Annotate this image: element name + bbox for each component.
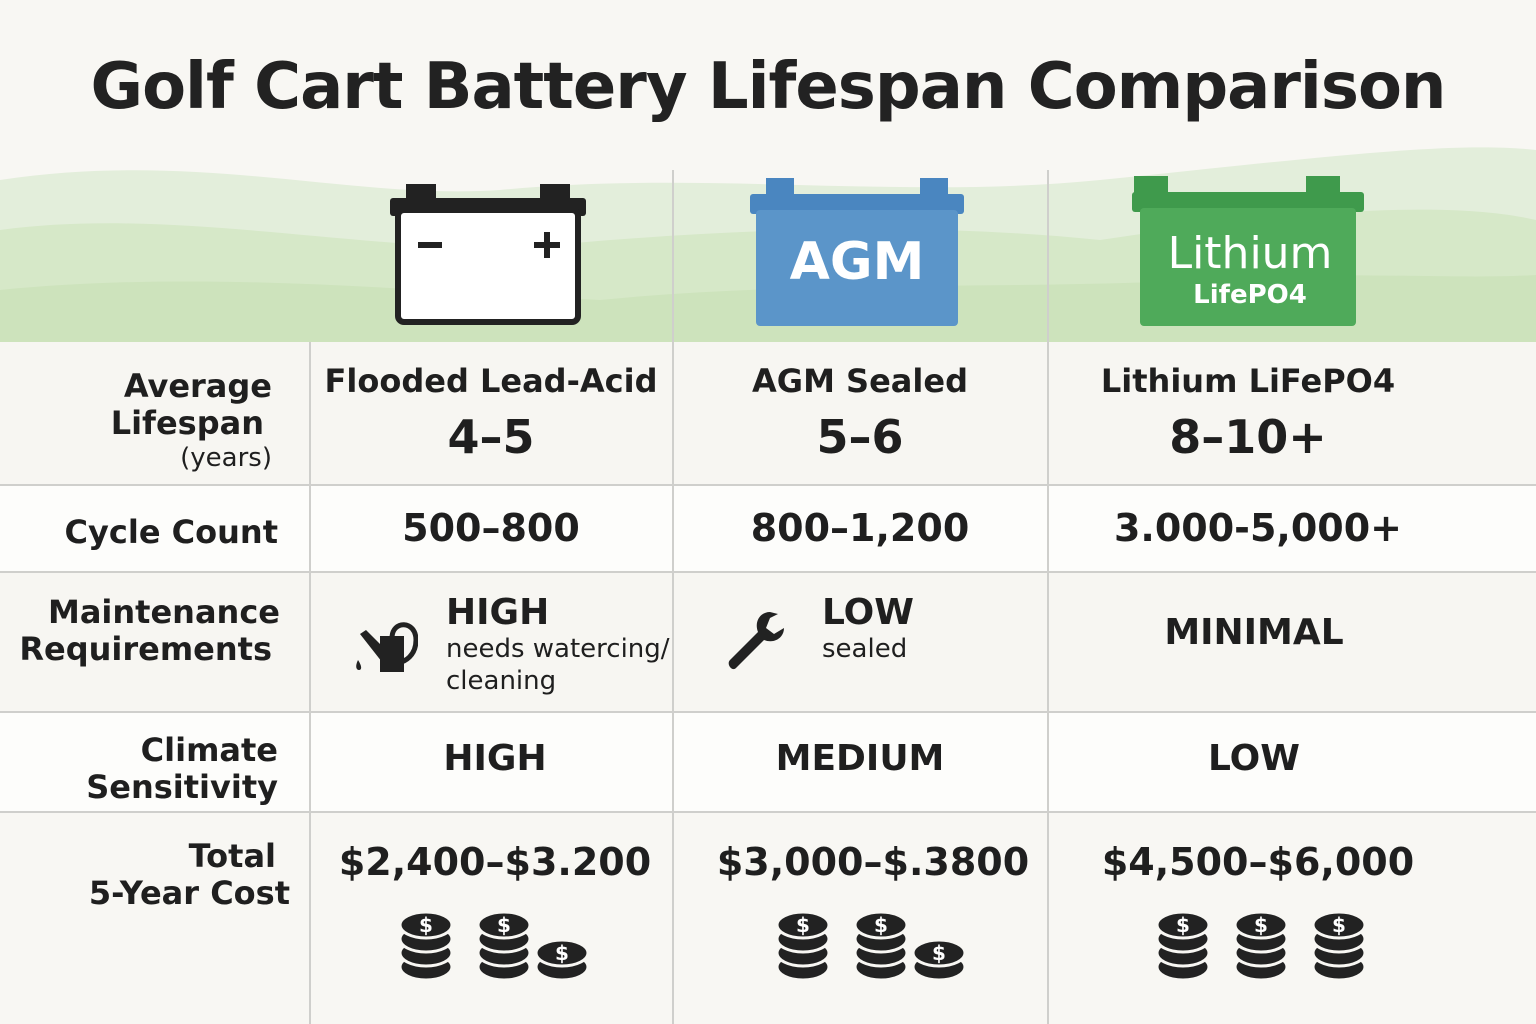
coin-stacks-icon: $ $ $ [775, 910, 967, 980]
maintenance-flooded: HIGH needs watercing/ cleaning [446, 592, 671, 697]
label-maintenance: Maintenance Requirements [0, 594, 280, 668]
divider [0, 811, 1536, 813]
cost-value: $3,000–$.3800 [716, 840, 1030, 884]
coin-stack: $ [1155, 910, 1211, 980]
coin-stack: $ [534, 938, 590, 980]
battery-name: Lithium LiFePO4 [1100, 362, 1396, 400]
label-line: 5-Year Cost [88, 874, 290, 912]
svg-text:$: $ [1332, 913, 1346, 937]
lithium-badge-sub: LifePO4 [1193, 280, 1307, 310]
column-lithium-lifespan: Lithium LiFePO4 8–10+ [1048, 362, 1448, 464]
battery-name: AGM Sealed [752, 362, 968, 400]
battery-name: Flooded Lead-Acid [324, 362, 658, 400]
label-line: Lifespan [110, 404, 264, 442]
lithium-battery-icon [1132, 176, 1364, 326]
label-line: Total [188, 837, 276, 875]
watering-can-icon [356, 622, 418, 672]
svg-text:$: $ [874, 913, 888, 937]
coin-stack: $ [1233, 910, 1289, 980]
svg-text:$: $ [796, 913, 810, 937]
label-line: (years) [180, 443, 272, 473]
label-lifespan: Average Lifespan (years) [0, 368, 272, 474]
row-climate [0, 712, 1536, 812]
column-flooded-lifespan: Flooded Lead-Acid 4–5 [310, 362, 672, 464]
cycle-value: 800–1,200 [750, 506, 970, 550]
page-title: Golf Cart Battery Lifespan Comparison [90, 50, 1447, 124]
coin-stack: $ [1311, 910, 1367, 980]
lifespan-value: 8–10+ [1169, 410, 1327, 464]
maintenance-level: LOW [822, 592, 914, 633]
cost-value: $2,400–$3.200 [338, 840, 652, 884]
label-line: Average [123, 367, 272, 405]
cycle-value: 500–800 [402, 506, 580, 550]
maintenance-agm: LOW sealed [822, 592, 914, 665]
maintenance-note: sealed [822, 634, 908, 664]
coin-stack: $ [775, 910, 831, 980]
lifespan-value: 5–6 [816, 410, 904, 464]
svg-text:$: $ [932, 941, 946, 965]
svg-text:$: $ [419, 913, 433, 937]
coin-stack: $ [911, 938, 967, 980]
coin-stack: $ [398, 910, 454, 980]
coin-stack: $ [476, 910, 532, 980]
divider [0, 484, 1536, 486]
svg-text:$: $ [1254, 913, 1268, 937]
wrench-icon [728, 612, 784, 670]
agm-badge: AGM [789, 232, 925, 292]
svg-text:$: $ [555, 941, 569, 965]
row-maintenance [0, 572, 1536, 712]
divider [0, 711, 1536, 713]
divider [672, 170, 674, 1024]
label-cycle: Cycle Count [64, 513, 278, 551]
coin-stack: $ [853, 910, 909, 980]
label-line: Maintenance [47, 593, 280, 631]
row-lifespan [0, 342, 1536, 485]
column-agm-lifespan: AGM Sealed 5–6 [673, 362, 1047, 464]
flooded-battery-icon [390, 184, 586, 325]
lithium-badge-main: Lithium [1167, 228, 1333, 279]
climate-value: HIGH [443, 738, 547, 779]
maintenance-level: MINIMAL [1164, 612, 1344, 653]
label-cost: Total 5-Year Cost [0, 838, 290, 912]
maintenance-note: needs watercing/ cleaning [446, 634, 670, 696]
cycle-value: 3.000-5,000+ [1113, 506, 1402, 550]
label-line: Requirements [19, 630, 272, 668]
maintenance-level: HIGH [446, 592, 550, 633]
divider [0, 571, 1536, 573]
coin-stacks-icon: $ $ $ [1155, 910, 1367, 980]
label-line: Sensitivity [86, 768, 278, 806]
svg-text:$: $ [497, 913, 511, 937]
climate-value: LOW [1208, 738, 1300, 779]
climate-value: MEDIUM [775, 738, 945, 779]
label-line: Climate [140, 731, 278, 769]
svg-text:$: $ [1176, 913, 1190, 937]
agm-battery-icon [750, 178, 964, 326]
divider [1047, 170, 1049, 1024]
coin-stacks-icon: $ $ $ [398, 910, 590, 980]
row-cycle [0, 485, 1536, 572]
label-climate: Climate Sensitivity [0, 732, 278, 806]
cost-value: $4,500–$6,000 [1101, 840, 1415, 884]
divider [309, 342, 311, 1024]
lifespan-value: 4–5 [447, 410, 535, 464]
